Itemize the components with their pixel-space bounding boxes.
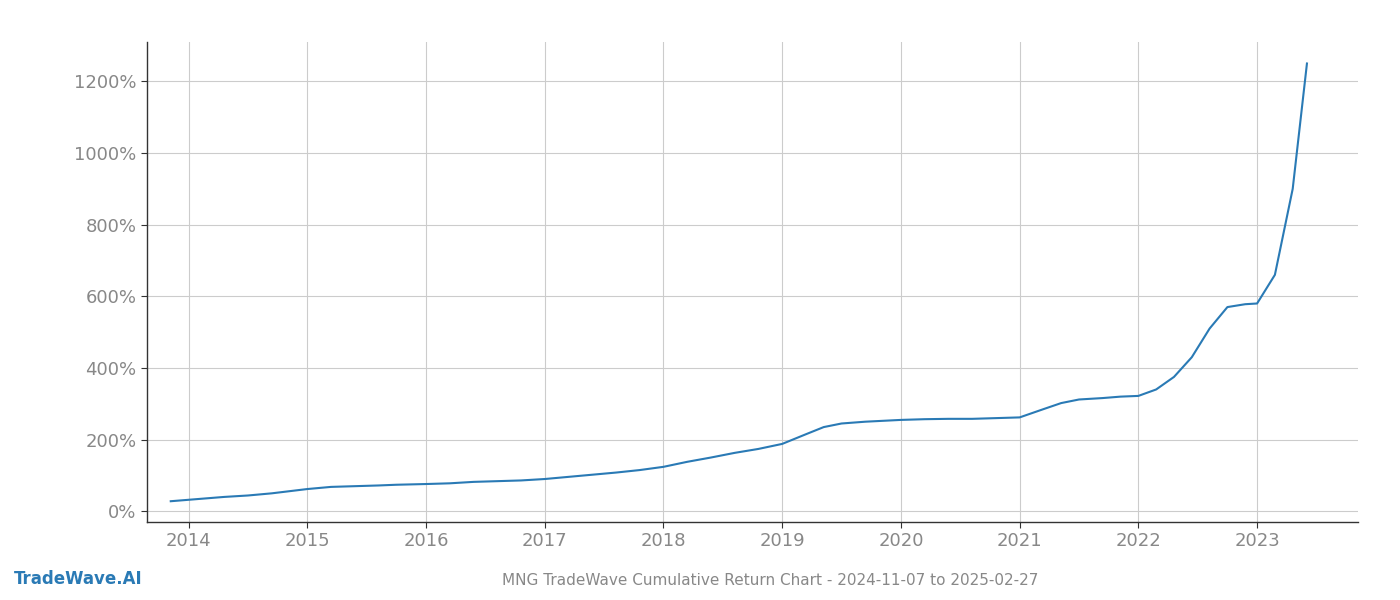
Text: MNG TradeWave Cumulative Return Chart - 2024-11-07 to 2025-02-27: MNG TradeWave Cumulative Return Chart - … <box>501 573 1039 588</box>
Text: TradeWave.AI: TradeWave.AI <box>14 570 143 588</box>
